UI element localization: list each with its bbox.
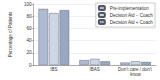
svg-text:0: 0 [29, 63, 32, 68]
svg-text:Percentage of Patients: Percentage of Patients [8, 11, 13, 57]
svg-text:40: 40 [26, 38, 32, 43]
svg-text:Decision Aid + Coach: Decision Aid + Coach [110, 20, 153, 25]
svg-text:Decision Aid − Coach: Decision Aid − Coach [110, 13, 153, 18]
svg-text:know: know [130, 72, 141, 77]
svg-text:100: 100 [24, 2, 32, 7]
svg-text:Pre-implementation: Pre-implementation [110, 6, 150, 11]
svg-text:IBS: IBS [50, 67, 57, 72]
svg-text:IBAS: IBAS [90, 67, 100, 72]
svg-text:20: 20 [26, 50, 32, 55]
svg-text:80: 80 [26, 14, 32, 19]
svg-text:Don't care / don't: Don't care / don't [118, 67, 154, 72]
svg-text:60: 60 [26, 26, 32, 31]
